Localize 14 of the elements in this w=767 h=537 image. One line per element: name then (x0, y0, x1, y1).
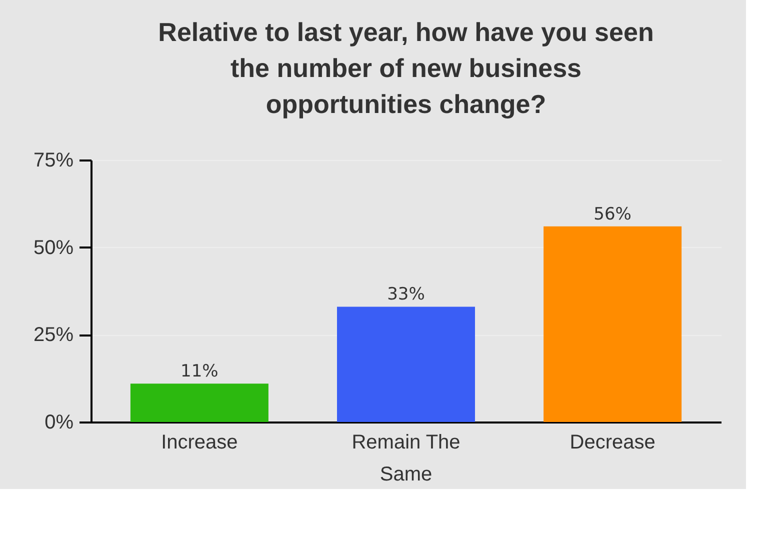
y-tick-label: 0% (44, 412, 74, 434)
y-tick-label: 25% (33, 324, 74, 346)
y-tick-label: 75% (33, 150, 74, 172)
y-tick-label: 50% (33, 236, 74, 259)
bar (337, 306, 475, 422)
x-tick-label: Decrease (570, 432, 656, 454)
chart-title: Relative to last year, how have you seen the number of new business opportunities change? (158, 17, 654, 119)
data-label: 56% (594, 204, 632, 224)
bar (544, 226, 682, 422)
x-tick-label: Increase (161, 432, 238, 454)
data-label: 33% (387, 284, 425, 305)
x-tick-label: Remain The Same (352, 432, 460, 486)
bar (130, 384, 268, 422)
data-label: 11% (180, 362, 218, 382)
